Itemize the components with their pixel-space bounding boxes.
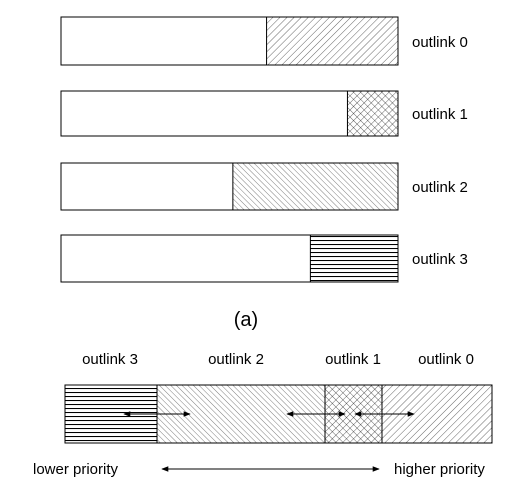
higher-priority-label: higher priority: [394, 461, 485, 478]
bar-fill-outlink-1: [346, 90, 399, 137]
bar-fill-outlink-3: [309, 234, 399, 283]
combined-bar: [64, 384, 493, 444]
bar-label-outlink-1: outlink 1: [412, 106, 468, 123]
bar-outline-outlink-1: [60, 90, 399, 137]
combined-label-outlink-2: outlink 2: [208, 351, 264, 368]
bar-fill-outlink-0: [266, 16, 399, 66]
combined-label-outlink-1: outlink 1: [325, 351, 381, 368]
bar-label-outlink-0: outlink 0: [412, 34, 468, 51]
top-bars: outlink 0 outlink 1 outlink 2 outlink 3: [60, 16, 468, 283]
bar-label-outlink-2: outlink 2: [412, 179, 468, 196]
combined-label-outlink-3: outlink 3: [82, 351, 138, 368]
caption: (a): [234, 309, 258, 331]
bar-fill-outlink-2: [232, 162, 399, 211]
bar-label-outlink-3: outlink 3: [412, 251, 468, 268]
combined-bar-outline: [64, 384, 493, 444]
combined-bar-labels: outlink 3 outlink 2 outlink 1 outlink 0: [82, 351, 474, 368]
combined-label-outlink-0: outlink 0: [418, 351, 474, 368]
lower-priority-label: lower priority: [33, 461, 119, 478]
priority-axis: lower priority higher priority: [33, 461, 485, 478]
